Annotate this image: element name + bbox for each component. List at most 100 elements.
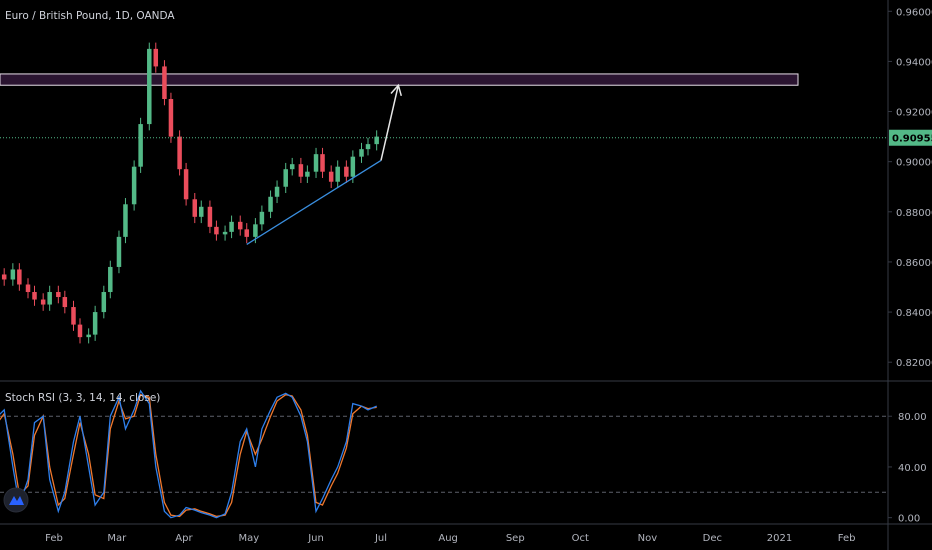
candle xyxy=(359,142,364,163)
month-tick-label: Sep xyxy=(506,533,525,544)
candle-body xyxy=(138,124,143,167)
candle xyxy=(222,225,228,241)
candle-body xyxy=(298,164,304,177)
projection-arrow[interactable] xyxy=(380,83,403,161)
indicator-tick-label: 80.00 xyxy=(898,412,927,423)
candle-body xyxy=(253,224,258,237)
candle xyxy=(101,285,107,319)
candle xyxy=(344,160,349,183)
price-pane[interactable] xyxy=(0,42,888,344)
projection-arrow-shaft xyxy=(380,85,400,161)
tradingview-logo-icon[interactable] xyxy=(3,487,29,513)
candle-body xyxy=(116,236,122,267)
candle xyxy=(153,42,159,73)
candle xyxy=(138,117,143,173)
stoch-d-line xyxy=(0,393,377,518)
current-price-label-background xyxy=(889,129,932,146)
candle-body xyxy=(283,169,288,187)
month-tick-label: May xyxy=(239,533,260,544)
candle-body xyxy=(289,164,295,170)
indicator-tick-label: 40.00 xyxy=(898,463,927,474)
candle xyxy=(77,318,83,344)
candle-body xyxy=(259,211,265,225)
candle xyxy=(131,160,137,211)
candle xyxy=(17,263,22,291)
month-tick-label: Dec xyxy=(703,533,722,544)
candle xyxy=(313,147,319,178)
candle xyxy=(71,300,76,331)
candle-body xyxy=(274,186,280,197)
candle xyxy=(365,137,371,156)
candle xyxy=(298,157,304,183)
candle-body xyxy=(101,292,107,313)
candle xyxy=(47,285,52,311)
candle-body xyxy=(222,231,228,235)
stoch-k-line xyxy=(0,389,377,519)
candle-body xyxy=(183,169,189,200)
candle-body xyxy=(344,166,349,177)
candle-body xyxy=(214,226,219,235)
candle xyxy=(40,293,46,311)
candle xyxy=(229,215,234,239)
candle xyxy=(274,180,280,204)
time-axis[interactable]: Feb Mar Apr May Jun Jul Aug Sep Oct Nov Dec 2021 Feb xyxy=(45,533,855,544)
month-tick-label: Feb xyxy=(838,533,856,544)
candle-body xyxy=(305,171,310,177)
candle-body xyxy=(86,334,91,338)
candle-body xyxy=(328,171,334,182)
candle xyxy=(192,193,198,224)
candle-body xyxy=(1,274,7,280)
candle xyxy=(32,285,37,306)
month-tick-label: 2021 xyxy=(767,533,792,544)
projection-arrow-head xyxy=(390,83,403,97)
indicator-axis[interactable]: 80.00 40.00 0.00 xyxy=(888,412,927,525)
candle xyxy=(199,200,204,224)
candle-body xyxy=(108,266,113,293)
candle-body xyxy=(168,99,174,137)
candle-body xyxy=(350,156,356,177)
candle xyxy=(374,130,379,151)
candle-body xyxy=(40,299,46,305)
candle-body xyxy=(32,292,37,300)
candle xyxy=(283,162,288,194)
candle-body xyxy=(229,221,234,232)
candle xyxy=(183,162,189,206)
candle xyxy=(328,165,334,188)
candle-body xyxy=(162,66,167,100)
month-tick-label: Jul xyxy=(374,533,387,544)
indicator-title: Stoch RSI (3, 3, 14, 14, close) xyxy=(5,392,160,404)
indicator-tick-label: 0.00 xyxy=(898,514,920,525)
candle-body xyxy=(131,166,137,205)
candle-body xyxy=(47,292,52,305)
candle-body xyxy=(71,307,76,325)
candle xyxy=(162,60,167,106)
candle-body xyxy=(207,206,213,227)
candle-body xyxy=(192,199,198,217)
candle xyxy=(305,165,310,183)
candle xyxy=(86,328,91,344)
candle-body xyxy=(177,136,182,170)
candle-body xyxy=(374,136,379,145)
support-resistance-zone[interactable] xyxy=(0,73,799,86)
price-tick-label: 0.82000 xyxy=(896,358,932,369)
current-price-value: 0.90955 xyxy=(892,134,932,145)
candle-body xyxy=(25,284,31,293)
month-tick-label: Aug xyxy=(438,533,458,544)
ascending-trendline[interactable] xyxy=(246,159,382,245)
stoch-rsi-pane[interactable] xyxy=(0,389,888,519)
candle-body xyxy=(365,144,371,150)
month-tick-label: Apr xyxy=(175,533,193,544)
month-tick-label: Nov xyxy=(638,533,658,544)
month-tick-label: Oct xyxy=(572,533,589,544)
candle-body xyxy=(123,204,128,237)
candle-body xyxy=(268,196,273,212)
candle-body xyxy=(92,312,98,335)
candle xyxy=(108,260,113,299)
